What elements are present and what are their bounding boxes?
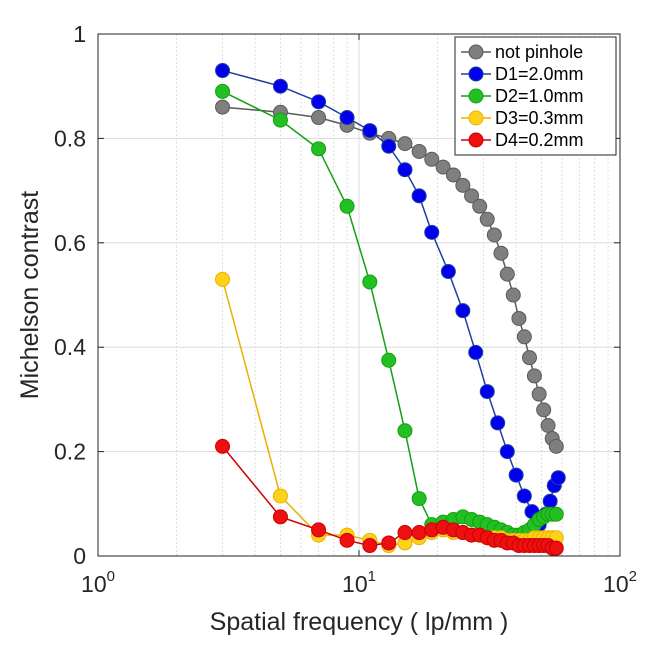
data-point — [362, 274, 378, 290]
data-point — [362, 538, 378, 554]
legend: not pinholeD1=2.0mmD2=1.0mmD3=0.3mmD4=0.… — [454, 36, 617, 156]
data-point — [424, 224, 440, 240]
data-point — [472, 198, 488, 214]
data-point — [311, 141, 327, 157]
legend-marker — [468, 132, 484, 148]
data-point — [440, 264, 456, 280]
data-point — [511, 310, 527, 326]
data-point — [548, 506, 564, 522]
data-point — [493, 245, 509, 261]
data-point — [397, 162, 413, 178]
data-point — [311, 110, 327, 126]
data-point — [311, 94, 327, 110]
data-point — [548, 540, 564, 556]
data-point — [479, 384, 495, 400]
data-point — [362, 123, 378, 139]
y-axis-label: Michelson contrast — [16, 191, 44, 399]
data-point — [215, 83, 231, 99]
legend-label: not pinhole — [495, 42, 583, 62]
data-point — [381, 352, 397, 368]
data-point — [499, 444, 515, 460]
data-point — [536, 402, 552, 418]
x-axis-label: Spatial frequency ( lp/mm ) — [210, 608, 509, 636]
data-point — [411, 491, 427, 507]
data-point — [272, 488, 288, 504]
data-point — [542, 493, 558, 509]
data-point — [516, 329, 532, 345]
legend-marker — [468, 44, 484, 60]
data-point — [548, 438, 564, 454]
data-point — [468, 344, 484, 360]
legend-marker — [468, 66, 484, 82]
data-point — [499, 266, 515, 282]
data-point — [521, 350, 537, 366]
data-point — [339, 198, 355, 214]
legend-marker — [468, 88, 484, 104]
data-point — [464, 188, 480, 204]
legend-label: D2=1.0mm — [495, 86, 584, 106]
data-point — [215, 63, 231, 79]
y-tick-label: 0.4 — [54, 334, 86, 360]
data-point — [516, 488, 532, 504]
data-point — [550, 470, 566, 486]
data-point — [397, 423, 413, 439]
y-tick-label: 0.6 — [54, 230, 86, 256]
data-point — [411, 525, 427, 541]
data-point — [479, 211, 495, 227]
data-point — [505, 287, 521, 303]
y-tick-label: 0.2 — [54, 439, 86, 465]
data-point — [381, 535, 397, 551]
data-point — [339, 110, 355, 126]
x-tick-label: 101 — [342, 568, 376, 597]
data-point — [215, 438, 231, 454]
data-point — [508, 467, 524, 483]
data-point — [272, 112, 288, 128]
data-point — [490, 415, 506, 431]
legend-label: D3=0.3mm — [495, 108, 584, 128]
data-point — [540, 418, 556, 433]
data-point — [381, 138, 397, 154]
data-point — [411, 188, 427, 204]
y-tick-label: 0 — [73, 543, 86, 569]
axis-ticks: 0 0.2 0.4 0.6 0.8 1 100 101 102 — [54, 21, 637, 597]
data-point — [311, 522, 327, 538]
data-point — [339, 532, 355, 548]
legend-marker — [468, 110, 484, 126]
data-point — [486, 227, 502, 243]
data-point — [435, 159, 451, 175]
data-point — [272, 509, 288, 525]
x-tick-label: 100 — [81, 568, 115, 597]
series-D4=0.2mm — [215, 438, 564, 556]
data-point — [445, 167, 461, 183]
data-point — [424, 151, 440, 167]
data-point — [397, 525, 413, 541]
data-point — [272, 78, 288, 94]
data-point — [215, 99, 231, 115]
data-point — [411, 143, 427, 159]
y-tick-label: 0.8 — [54, 125, 86, 151]
legend-label: D4=0.2mm — [495, 130, 584, 150]
x-tick-label: 102 — [603, 568, 637, 597]
series-group — [215, 63, 566, 556]
data-point — [526, 368, 542, 384]
data-point — [215, 271, 231, 287]
data-point — [397, 136, 413, 152]
series-line — [222, 106, 557, 447]
data-point — [455, 177, 471, 193]
y-tick-label: 1 — [73, 21, 86, 47]
data-point — [531, 386, 547, 402]
data-point — [455, 303, 471, 319]
legend-label: D1=2.0mm — [495, 64, 584, 84]
